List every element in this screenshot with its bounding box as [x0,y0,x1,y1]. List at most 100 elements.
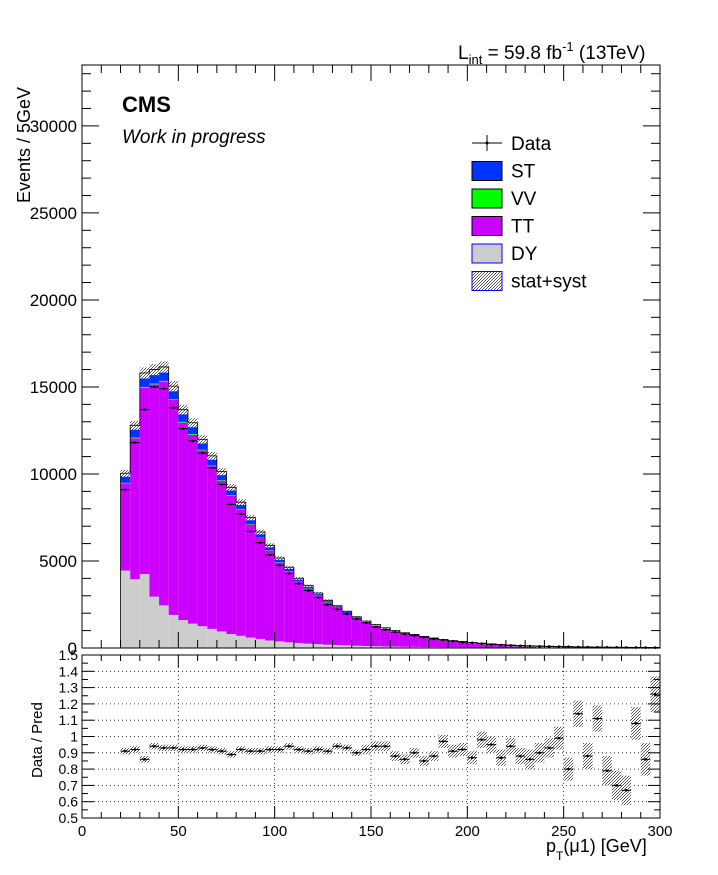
data-point-marker [230,503,233,506]
data-point [476,642,487,645]
data-point-marker [461,640,464,644]
data-point [544,645,555,648]
ratio-point-marker [143,758,146,761]
bar-st [159,366,169,381]
ratio-point-marker [586,754,590,758]
bar-dy [284,642,294,648]
data-point [554,645,564,648]
data-point-marker [249,530,252,533]
ratio-point-marker [345,746,349,750]
data-point-marker [451,639,455,643]
bar-vv [120,482,131,484]
ratio-y-tick-label: 0.7 [59,777,79,793]
series-tt [120,381,660,648]
ratio-point-marker [441,740,445,743]
bar-dy [226,634,237,648]
bar-dy [399,646,410,648]
legend-swatch [471,243,503,264]
bar-dy [371,646,381,648]
data-point-marker [152,385,156,389]
ratio-point-marker [201,746,204,750]
data-point [496,643,506,647]
x-tick-label: 50 [170,823,187,840]
data-point [428,637,439,641]
bar-tt [380,628,391,647]
ratio-point-marker [278,748,281,751]
data-point [409,634,420,637]
bar-tt [187,434,198,624]
ratio-point-marker [490,743,493,746]
bar-tt [371,625,381,647]
bar-vv [187,434,198,435]
data-point [149,385,160,389]
main-y-axis-title: Events / 5GeV [14,87,34,203]
x-tick-label: 300 [647,823,672,840]
data-point-marker [326,603,329,607]
data-point [139,408,150,411]
bar-st [303,585,314,589]
data-point-marker [374,625,378,629]
ratio-point-marker [567,767,570,771]
data-point-marker [191,439,195,443]
data-point [505,644,516,647]
bar-st [265,545,275,551]
bar-tt [216,480,227,632]
data-point-marker [384,628,387,632]
ratio-point-marker [220,749,223,753]
bar-tt [265,550,275,641]
bar-tt [178,422,188,621]
data-point-marker [287,572,291,575]
legend-label: VV [511,189,537,210]
data-point [342,612,352,616]
ratio-y-tick-label: 0.9 [59,745,79,761]
bar-tt [255,538,266,639]
ratio-point-marker [451,749,455,753]
data-point [130,441,140,444]
data-point [486,643,497,646]
cms-label: CMS [122,92,171,117]
y-tick-label: 30000 [30,117,77,136]
lumi-label: Lint = 59.8 fb-1 (13TeV) [458,39,645,67]
bar-vv [149,383,160,385]
bar-st [120,473,131,483]
bar-vv [226,495,237,496]
data-point [380,628,391,632]
data-point [457,640,468,644]
bar-dy [130,579,140,648]
bar-st [342,611,352,614]
data-point [284,572,294,575]
data-point-marker [143,408,146,411]
bar-tt [476,643,487,648]
data-point [159,387,169,390]
bar-st [322,600,333,603]
legend-item-st: ST [471,161,536,183]
ratio-point-marker [576,712,580,715]
bar-st [197,439,208,450]
bar-tt [159,381,169,606]
ratio-point-marker [624,788,628,792]
bar-vv [236,509,246,510]
bar-dy [265,640,275,648]
data-point-marker [345,612,349,616]
legend-item-dy: DY [471,243,538,265]
ratio-point-marker [335,744,339,748]
y-tick-label: 5000 [39,552,77,571]
data-point-marker [172,406,175,410]
bar-dy [274,641,285,648]
data-point [351,617,362,621]
x-tick-label: 0 [78,823,86,840]
data-point [525,644,535,648]
bar-dy [168,614,179,648]
data-point-marker [393,630,397,634]
data-point-marker [297,582,301,585]
ratio-point-marker [124,749,127,753]
data-point-marker [335,608,339,611]
bar-tt [342,613,352,646]
bar-vv [159,380,169,382]
bar-tt [120,483,131,571]
bar-tt [168,400,179,615]
ratio-y-tick-label: 0.6 [59,794,79,810]
data-point-marker [557,645,561,648]
legend-label: ST [511,162,536,183]
